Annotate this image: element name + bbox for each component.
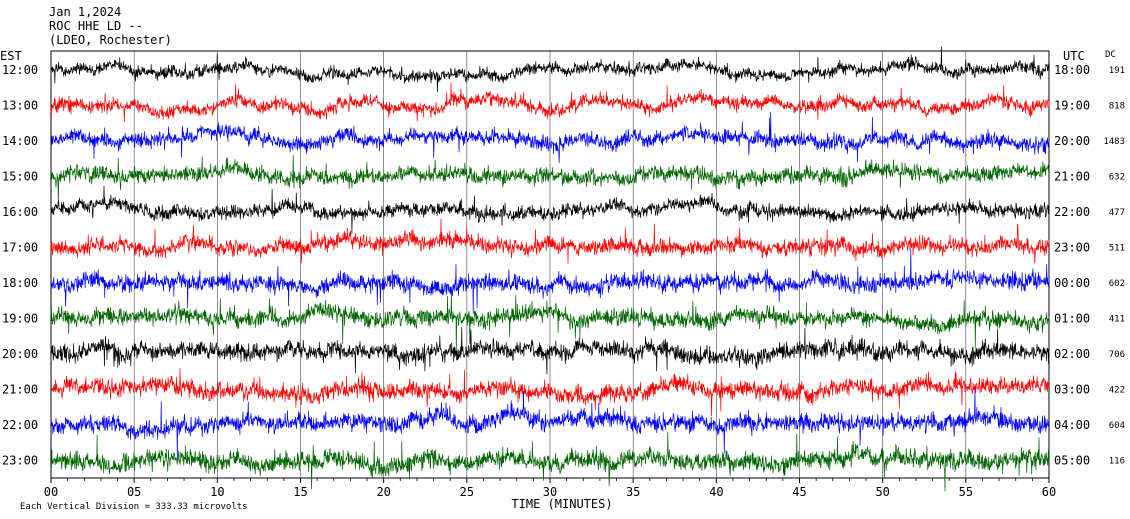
est-hour-label: 12:00 [2,63,38,77]
utc-hour-label: 02:00 [1054,347,1090,361]
x-axis-title: TIME (MINUTES) [511,497,612,511]
utc-hour-label: 19:00 [1054,99,1090,113]
x-tick-label: 30 [543,485,557,499]
utc-axis-label: UTC [1063,49,1085,63]
network-name: (LDEO, Rochester) [49,33,172,47]
trace-2100 [50,368,1050,417]
utc-hour-label: 20:00 [1054,134,1090,148]
x-tick-label: 20 [376,485,390,499]
x-tick-label: 35 [626,485,640,499]
utc-hour-label: 01:00 [1054,312,1090,326]
x-tick-label: 25 [460,485,474,499]
est-hour-label: 13:00 [2,99,38,113]
utc-hour-label: 00:00 [1054,276,1090,290]
est-hour-label: 15:00 [2,170,38,184]
dc-value: 632 [1109,173,1125,183]
dc-value: 191 [1109,66,1125,76]
x-tick-label: 05 [127,485,141,499]
dc-value: 818 [1109,102,1125,112]
est-hour-label: 20:00 [2,347,38,361]
dc-value: 602 [1109,279,1125,289]
x-tick-label: 00 [44,485,58,499]
station-code: ROC HHE LD -- [49,19,143,33]
est-hour-label: 18:00 [2,276,38,290]
dc-value: 422 [1109,386,1125,396]
est-hour-label: 16:00 [2,205,38,219]
trace-1500 [50,154,1050,206]
utc-hour-label: 23:00 [1054,241,1090,255]
dc-value: 477 [1109,208,1125,218]
dc-value: 706 [1109,350,1125,360]
est-hour-label: 21:00 [2,383,38,397]
dc-axis-label: DC [1105,50,1116,60]
x-tick-label: 55 [959,485,973,499]
utc-hour-label: 05:00 [1054,454,1090,468]
x-tick-label: 40 [709,485,723,499]
utc-hour-label: 03:00 [1054,383,1090,397]
est-hour-label: 23:00 [2,454,38,468]
trace-1800 [50,249,1050,314]
trace-1400 [50,111,1050,164]
est-axis-label: EST [0,49,22,63]
dc-value: 411 [1109,315,1125,325]
utc-hour-label: 18:00 [1054,63,1090,77]
x-tick-label: 45 [792,485,806,499]
est-hour-label: 22:00 [2,418,38,432]
trace-1300 [50,82,1050,123]
trace-2200 [50,387,1050,461]
utc-hour-label: 04:00 [1054,418,1090,432]
est-hour-label: 19:00 [2,312,38,326]
dc-value: 604 [1109,421,1125,431]
trace-1600 [50,185,1050,235]
trace-1200 [50,46,1050,93]
record-date: Jan 1,2024 [49,5,122,19]
utc-hour-label: 21:00 [1054,170,1090,184]
x-tick-label: 60 [1042,485,1056,499]
est-hour-label: 14:00 [2,134,38,148]
est-hour-label: 17:00 [2,241,38,255]
scale-footer: Each Vertical Division = 333.33 microvol… [20,502,248,512]
trace-2000 [50,326,1050,375]
dc-value: 511 [1109,244,1125,254]
utc-hour-label: 22:00 [1054,205,1090,219]
trace-2300 [50,431,1050,492]
dc-value: 1483 [1103,137,1125,147]
trace-1700 [50,218,1050,264]
x-tick-label: 10 [210,485,224,499]
trace-1900 [50,292,1050,352]
x-tick-label: 15 [293,485,307,499]
dc-value: 116 [1109,457,1125,467]
x-tick-label: 50 [875,485,889,499]
